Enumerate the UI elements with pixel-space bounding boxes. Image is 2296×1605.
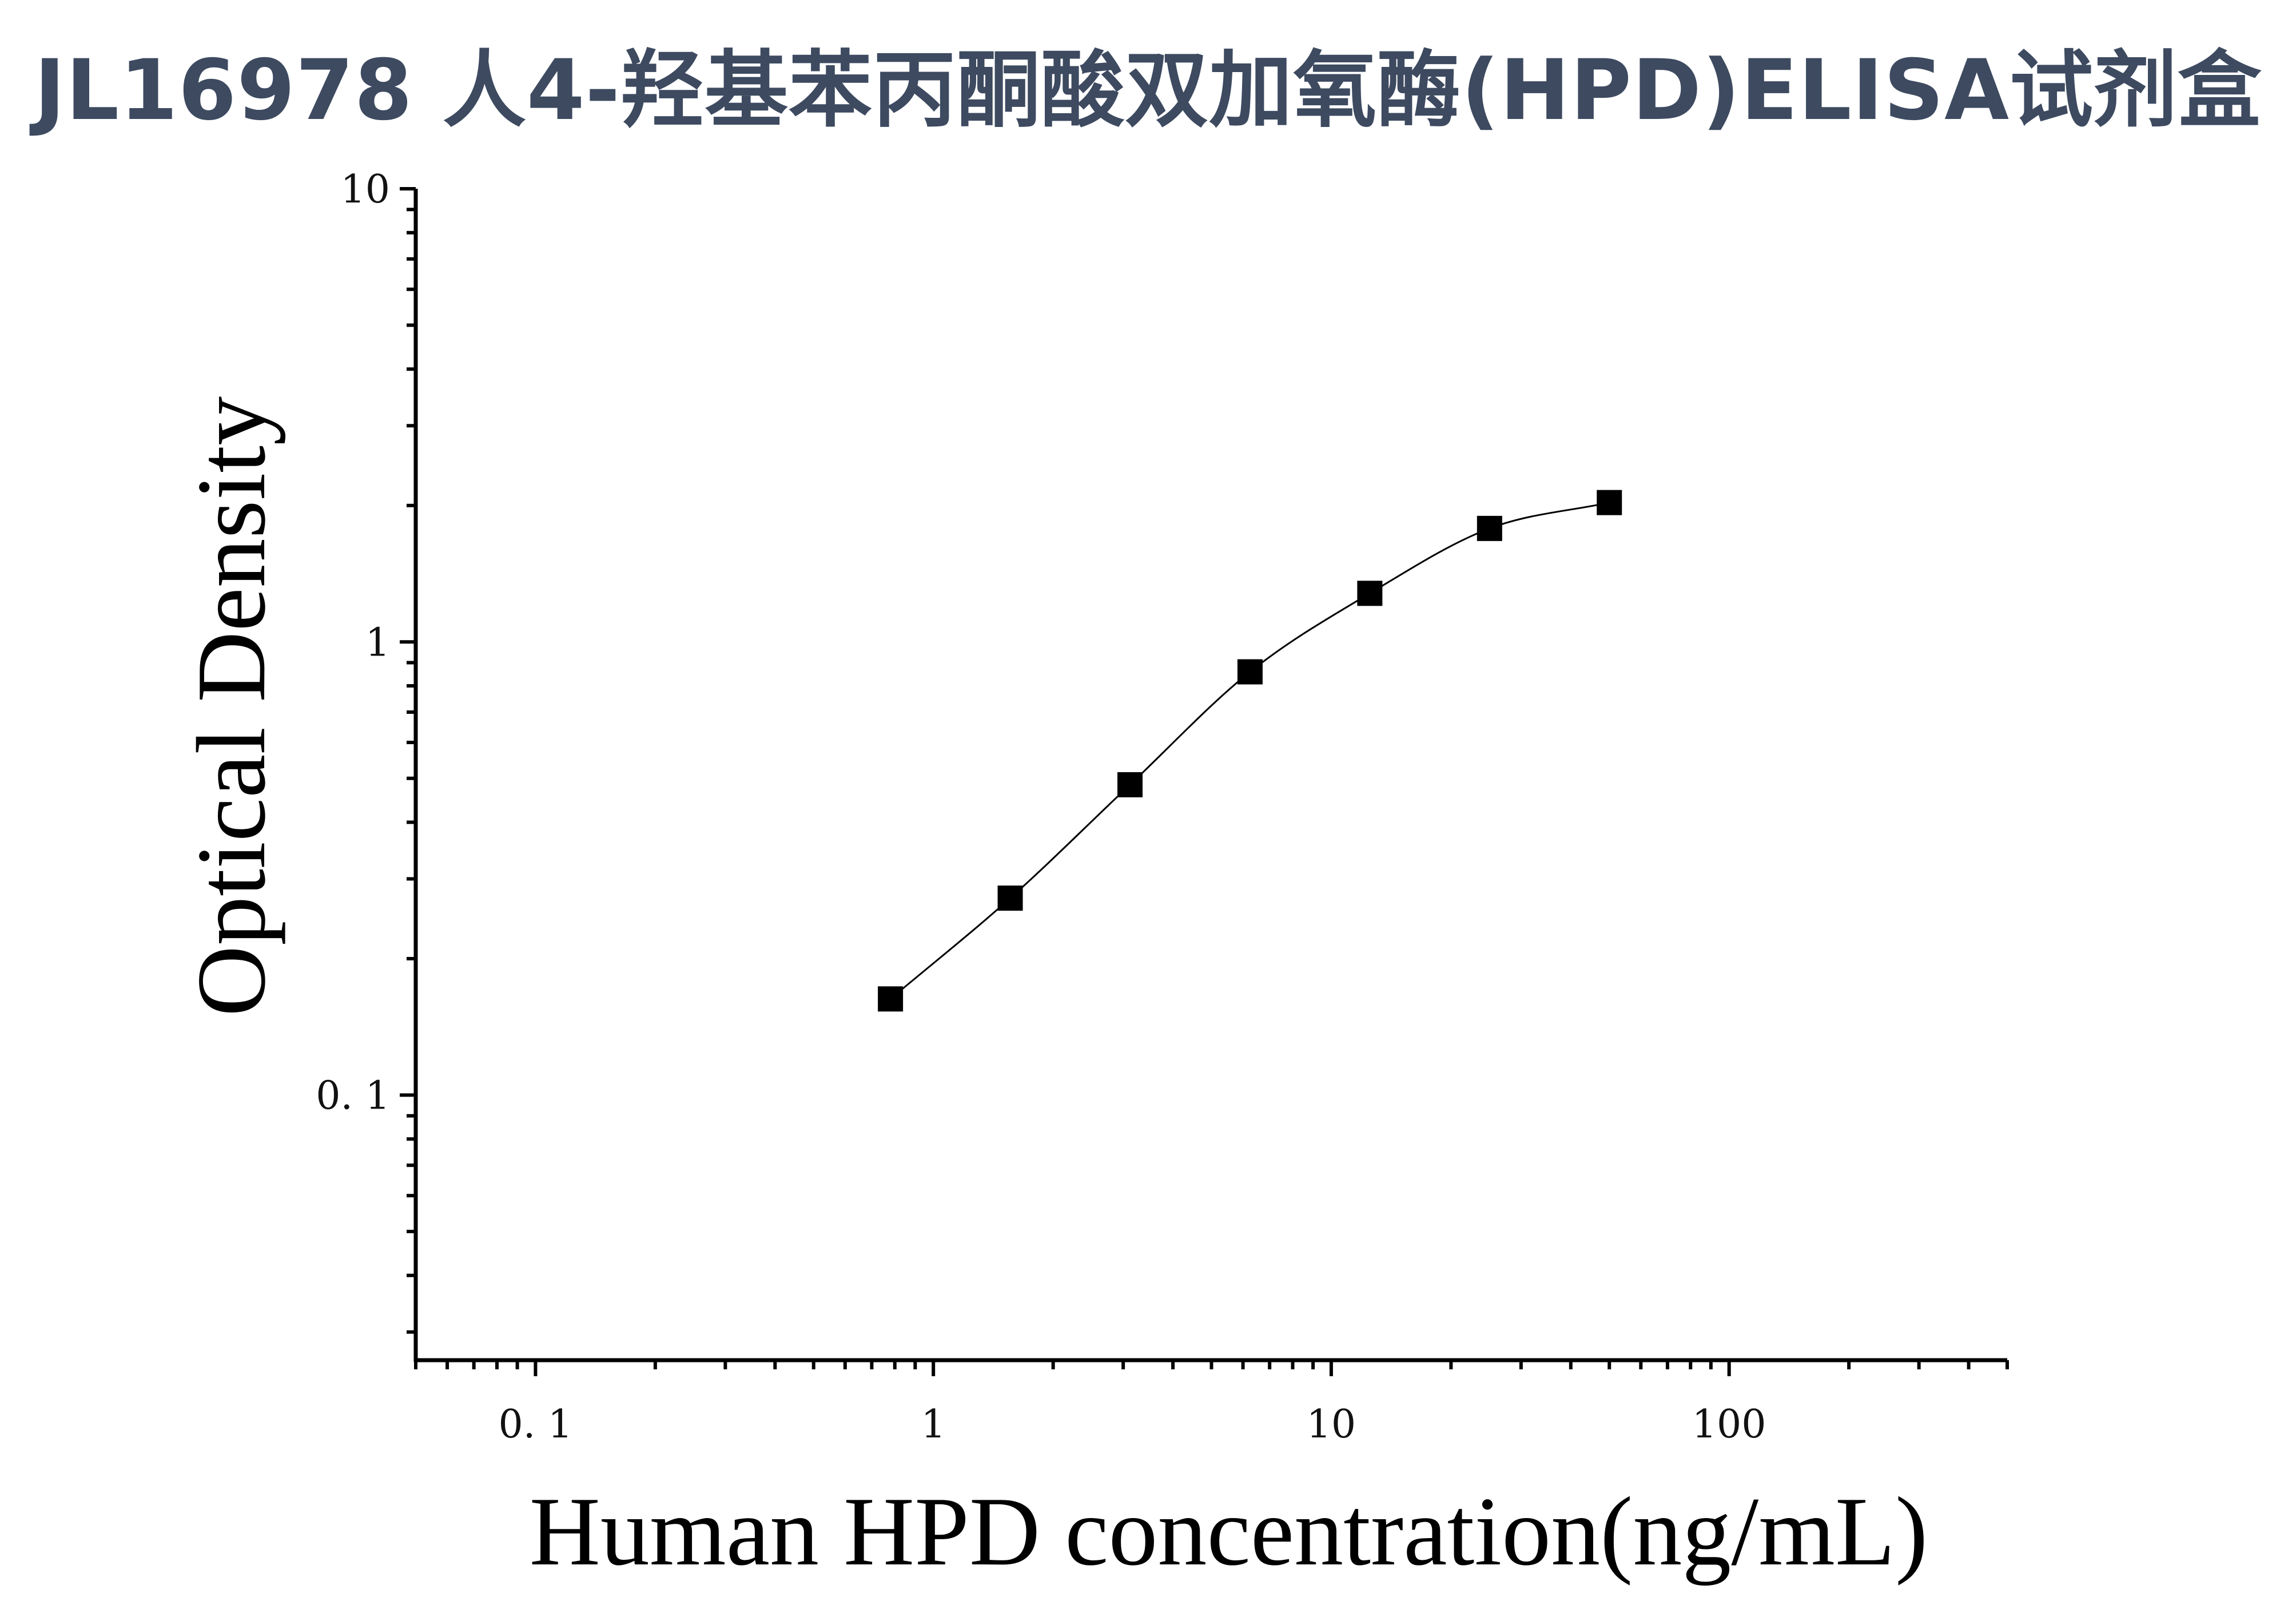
y-axis-title: Optical Density [177, 396, 286, 1016]
x-tick-label: 1 [921, 1402, 946, 1447]
fit-curve [890, 502, 1610, 1000]
y-tick-label: 10 [340, 167, 390, 212]
y-tick-label: 0. 1 [316, 1074, 390, 1119]
chart-title: JL16978 人4-羟基苯丙酮酸双加氧酶(HPD)ELISA试剂盒 [34, 42, 2262, 139]
y-tick-label: 1 [365, 620, 390, 665]
data-point [1597, 490, 1622, 515]
data-points-layer [878, 490, 1622, 1012]
x-tick-label: 10 [1307, 1402, 1356, 1447]
x-tick-label: 0. 1 [499, 1402, 573, 1447]
data-point [1117, 772, 1143, 797]
ticks-layer: 0. 1 1 10 100 0. 1 1 10 [316, 167, 2009, 1447]
x-axis-title: Human HPD concentration(ng/mL) [530, 1477, 1928, 1586]
data-point [1477, 515, 1502, 541]
data-point [1237, 659, 1263, 685]
data-point [997, 885, 1023, 911]
fit-curve-layer [890, 502, 1610, 1000]
data-point [1357, 581, 1383, 606]
x-tick-label: 100 [1692, 1402, 1766, 1447]
data-point [878, 986, 904, 1012]
